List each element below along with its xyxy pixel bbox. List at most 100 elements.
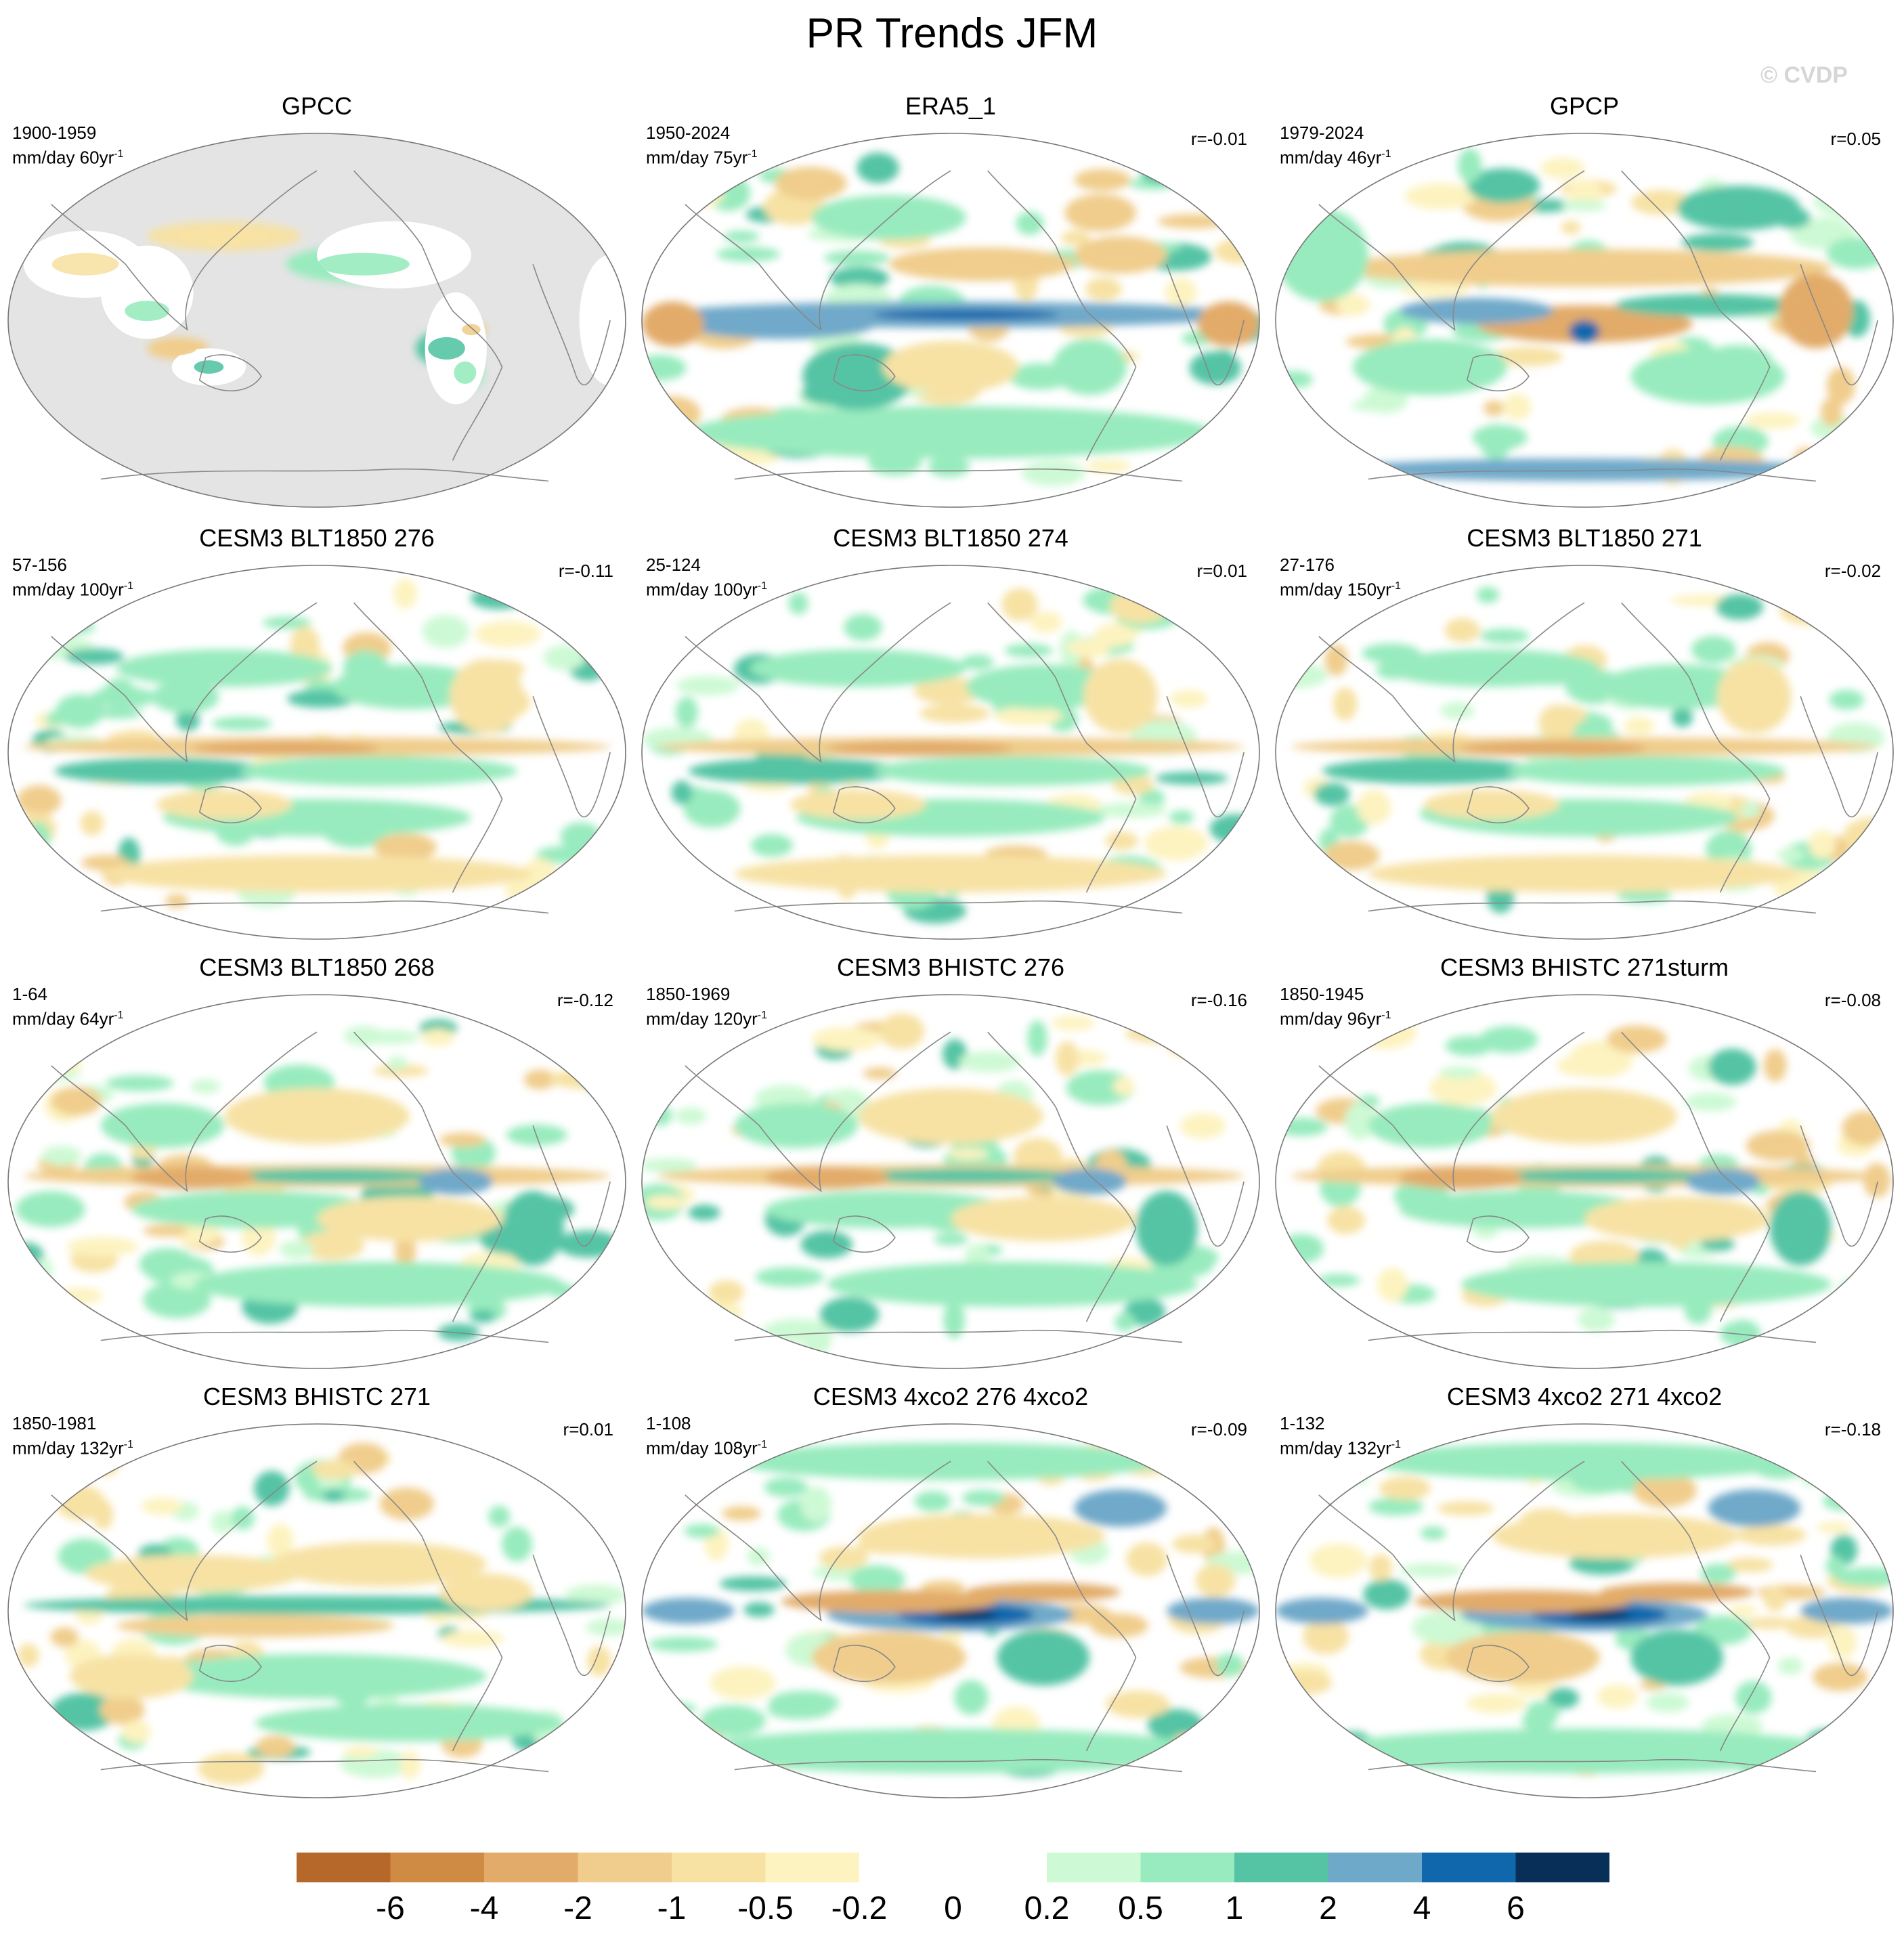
figure-title: PR Trends JFM — [806, 10, 1098, 57]
panel-period: 1850-1981 — [12, 1413, 97, 1433]
trend-field-patch — [676, 188, 696, 204]
colorbar-swatch — [484, 1853, 578, 1882]
trend-field-patch — [1827, 1625, 1857, 1659]
colorbar-swatch — [953, 1853, 1047, 1882]
pattern-correlation: r=-0.12 — [557, 990, 613, 1010]
trend-field-patch — [1717, 659, 1792, 734]
trend-field-patch — [1444, 618, 1480, 643]
trend-field-patch — [1546, 1687, 1580, 1709]
trend-field-patch — [1461, 1261, 1832, 1307]
coastline — [987, 1031, 1137, 1322]
robinson-map — [1275, 994, 1894, 1369]
panel-title: CESM3 BLT1850 274 — [833, 524, 1068, 552]
panel-period: 1850-1945 — [1280, 984, 1364, 1004]
trend-field-patch — [1414, 1590, 1631, 1613]
trend-field-patch — [1027, 1020, 1047, 1056]
trend-field-patch — [165, 894, 189, 908]
coastline — [1800, 1554, 1878, 1677]
panel-units: mm/day 132yr-1 — [12, 1437, 133, 1458]
map-panel: CESM3 BHISTC 271 1850-1981 mm/day 132yr-1 r… — [0, 1383, 634, 1802]
coastline — [100, 1758, 549, 1773]
trend-field-patch — [1276, 370, 1313, 389]
trend-field-patch — [1708, 1489, 1801, 1527]
trend-field-patch — [1843, 817, 1893, 855]
trend-field-patch — [863, 1067, 897, 1080]
trend-field-patch — [683, 790, 741, 828]
robinson-map — [7, 1423, 626, 1798]
trend-field-patch — [829, 267, 890, 290]
trend-field-patch — [1276, 1670, 1333, 1695]
trend-field-patch — [1052, 1168, 1127, 1195]
trend-field-patch — [1691, 635, 1736, 664]
coastline — [1166, 1125, 1245, 1247]
trend-field-patch — [1599, 664, 1754, 710]
trend-field-patch — [722, 1506, 762, 1521]
panel-title: GPCP — [1549, 92, 1620, 120]
robinson-map — [641, 133, 1260, 508]
trend-field-patch — [1476, 586, 1500, 603]
trend-field-patch — [422, 615, 469, 648]
colorbar-swatch — [1047, 1853, 1141, 1882]
trend-field-patch — [8, 1033, 59, 1060]
trend-field-patch — [450, 659, 524, 734]
trend-field-patch — [1779, 274, 1853, 349]
trend-field-patch — [575, 1046, 608, 1083]
trend-field-patch — [1569, 1609, 1631, 1620]
trend-field-patch — [1630, 1629, 1724, 1686]
units-exponent: -1 — [1391, 1439, 1401, 1450]
trend-field-patch — [143, 1224, 189, 1237]
trend-field-patch — [1544, 705, 1587, 726]
trend-field-patch — [1437, 1501, 1494, 1516]
trend-field-patch — [341, 188, 376, 209]
panel-period: 1979-2024 — [1280, 123, 1364, 143]
coastline — [685, 602, 951, 763]
trend-field-patch — [565, 1469, 609, 1484]
trend-field-patch — [100, 1695, 145, 1725]
trend-field-patch — [708, 1280, 745, 1304]
trend-field-patch — [454, 361, 477, 384]
coastline — [1800, 1125, 1878, 1247]
trend-field-patch — [1445, 1631, 1600, 1684]
trend-field-patch — [1344, 1102, 1375, 1140]
trend-field-patch — [961, 1490, 1005, 1507]
trend-field-patch — [116, 1614, 395, 1637]
map-panel: CESM3 BLT1850 271 27-176 mm/day 150yr-1 r=-… — [1268, 524, 1901, 944]
coastline — [198, 786, 262, 824]
trend-field-patch — [369, 380, 408, 407]
units-exponent: -1 — [123, 1439, 133, 1450]
trend-field-patch — [765, 1166, 889, 1190]
trend-field-patch — [947, 1148, 989, 1160]
robinson-map — [641, 565, 1260, 940]
trend-field-patch — [1085, 459, 1131, 473]
trend-field-patch — [204, 198, 263, 211]
coastline — [100, 1329, 549, 1343]
trend-field-patch — [1633, 1473, 1697, 1508]
coastline — [100, 900, 549, 914]
coastline — [685, 1461, 951, 1622]
panel-period: 1-64 — [12, 984, 48, 1004]
trend-field-patch — [106, 1075, 174, 1091]
robinson-map — [7, 133, 626, 508]
trend-field-patch — [1503, 393, 1532, 420]
trend-field-patch — [23, 821, 51, 853]
coastline — [1621, 602, 1771, 893]
trend-field-patch — [1124, 1297, 1166, 1326]
trend-field-patch — [364, 472, 418, 485]
trend-field-patch — [675, 696, 698, 729]
trend-field-patch — [523, 1069, 557, 1090]
trend-field-patch — [1809, 829, 1836, 859]
trend-field-patch — [224, 1088, 410, 1144]
colorbar: -6 -4 -2 -1 -0.5 -0.2 0 0.2 0.5 1 2 4 6 — [297, 1853, 1609, 1926]
trend-field-patch — [437, 1323, 480, 1341]
trend-field-patch — [1353, 1015, 1416, 1050]
trend-field-patch — [231, 1506, 255, 1530]
trend-field-patch — [819, 1297, 880, 1333]
trend-field-patch — [1363, 385, 1408, 414]
trend-field-patch — [329, 433, 364, 469]
robinson-map — [641, 994, 1260, 1369]
trend-field-patch — [676, 676, 739, 695]
trend-field-patch — [267, 1523, 294, 1558]
trend-field-patch — [587, 1645, 611, 1677]
panel-title: CESM3 BLT1850 271 — [1467, 524, 1702, 552]
coastline — [198, 1215, 262, 1253]
